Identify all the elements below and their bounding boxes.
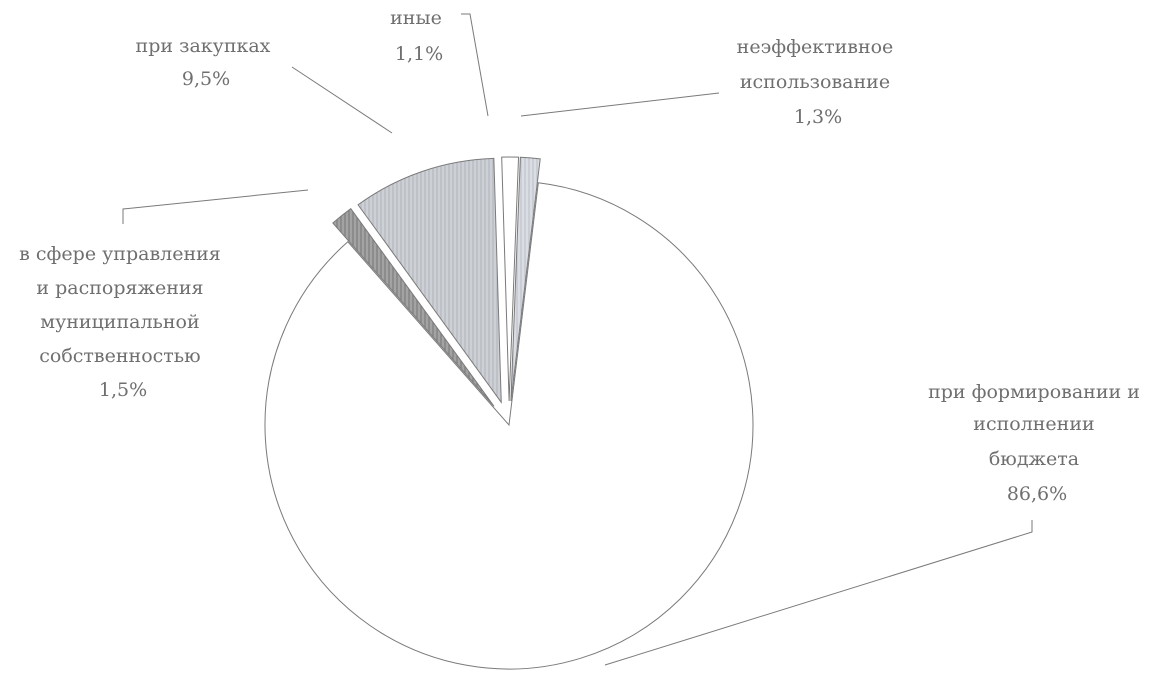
slice-procurement: [357, 157, 502, 404]
label-property-value: 1,5%: [99, 379, 147, 401]
label-inefficient-value: 1,3%: [794, 106, 842, 128]
slice-other: [501, 156, 520, 402]
slice-budget: [264, 182, 754, 670]
label-property-line: и распоряжения: [36, 277, 203, 299]
label-other-value: 1,1%: [395, 43, 443, 65]
label-inefficient-line: использование: [740, 71, 890, 93]
leader-lines: [122, 13, 1033, 666]
leader-budget: [604, 520, 1033, 666]
leader-property: [122, 189, 309, 224]
pie-slices: [264, 156, 754, 670]
label-budget-value: 86,6%: [1007, 483, 1067, 505]
label-procurement-value: 9,5%: [182, 68, 230, 90]
label-property-line: собственностью: [39, 345, 200, 367]
label-other: иные 1,1%: [390, 7, 448, 65]
leader-procurement: [291, 66, 393, 134]
label-procurement-line: при закупках: [136, 35, 271, 57]
leader-other: [461, 13, 489, 117]
label-budget: при формировании и исполнении бюджета 86…: [928, 381, 1146, 505]
label-budget-line: при формировании и: [928, 381, 1140, 403]
leader-inefficient: [520, 92, 720, 117]
label-other-line: иные: [390, 7, 442, 29]
label-inefficient-line: неэффективное: [737, 36, 894, 58]
label-budget-line: исполнении: [973, 413, 1094, 435]
label-property: в сфере управления и распоряжения муници…: [19, 243, 227, 401]
label-procurement: при закупках 9,5%: [136, 35, 277, 90]
label-property-line: муниципальной: [40, 311, 199, 333]
label-budget-line: бюджета: [989, 448, 1079, 470]
label-property-line: в сфере управления: [19, 243, 221, 265]
slice-property: [332, 208, 495, 407]
label-inefficient: неэффективное использование 1,3%: [737, 36, 900, 128]
slice-inefficient: [510, 156, 541, 402]
